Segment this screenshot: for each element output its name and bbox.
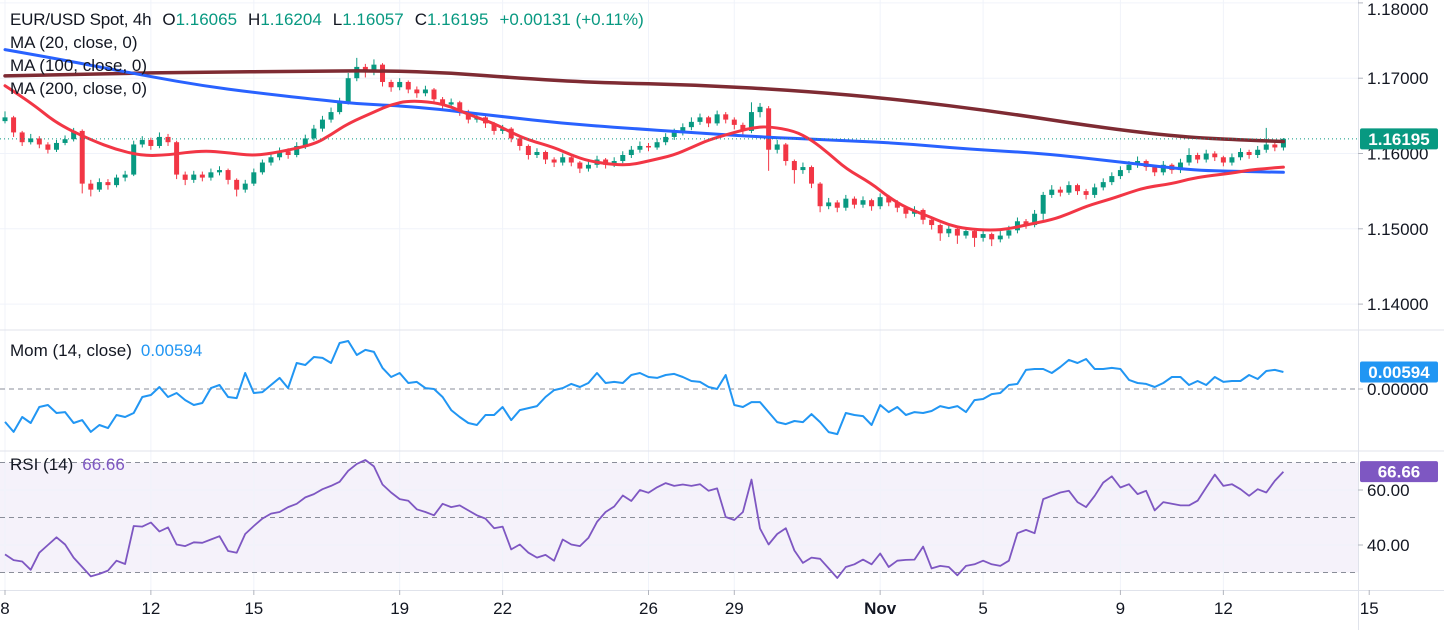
- time-tick-label: 26: [639, 599, 658, 618]
- last-price-badge: 1.16195: [1360, 128, 1438, 150]
- rsi-pane[interactable]: [0, 452, 1358, 589]
- rsi-tick-label: 40.00: [1367, 536, 1410, 555]
- ma20-legend[interactable]: MA (20, close, 0): [10, 31, 644, 54]
- time-tick-label: Nov: [864, 599, 897, 618]
- price-scale[interactable]: [1359, 0, 1444, 590]
- time-tick-label: 19: [390, 599, 409, 618]
- change-value: +0.00131 (+0.11%): [499, 10, 644, 29]
- ma20-label: MA (20, close, 0): [10, 33, 138, 52]
- rsi-value: 66.66: [82, 455, 125, 474]
- price-tick-label: 1.18000: [1367, 0, 1428, 19]
- time-tick-label: 9: [1116, 599, 1125, 618]
- ma100-legend[interactable]: MA (100, close, 0): [10, 54, 644, 77]
- ma100-line: [3, 48, 1285, 174]
- time-tick-label: 8: [0, 599, 9, 618]
- time-scale[interactable]: [0, 591, 1444, 630]
- ma200-legend[interactable]: MA (200, close, 0): [10, 77, 644, 100]
- svg-text:66.66: 66.66: [1378, 463, 1421, 482]
- rsi-tick-label: 60.00: [1367, 481, 1410, 500]
- low-label: L: [332, 10, 343, 29]
- momentum-pane[interactable]: [0, 331, 1358, 450]
- price-scale-labels: 1.180001.170001.160001.150001.140000.000…: [1358, 0, 1428, 555]
- indicator-level-lines: [0, 388, 1358, 573]
- momentum-value-badge: 0.00594: [1360, 361, 1438, 383]
- momentum-pane-legend[interactable]: Mom (14, close) 0.00594: [10, 339, 202, 362]
- ma20-line: [3, 84, 1285, 232]
- time-tick-label: 29: [725, 599, 744, 618]
- time-tick-label: 12: [1214, 599, 1233, 618]
- rsi-pane-legend[interactable]: RSI (14) 66.66: [10, 453, 125, 476]
- momentum-line: [4, 340, 1284, 436]
- main-pane-legend: EUR/USD Spot, 4h O1.16065 H1.16204 L1.16057…: [10, 8, 644, 100]
- symbol-legend-row[interactable]: EUR/USD Spot, 4h O1.16065 H1.16204 L1.16057…: [10, 8, 644, 31]
- high-value: 1.16204: [260, 10, 322, 29]
- time-tick-label: 12: [141, 599, 160, 618]
- ma100-label: MA (100, close, 0): [10, 56, 148, 75]
- time-tick-label: 15: [1360, 599, 1379, 618]
- momentum-label: Mom (14, close): [10, 341, 132, 360]
- ma200-label: MA (200, close, 0): [10, 79, 148, 98]
- symbol-title: EUR/USD Spot, 4h: [10, 10, 152, 29]
- price-tick-label: 1.15000: [1367, 220, 1428, 239]
- time-tick-label: 15: [244, 599, 263, 618]
- close-value: 1.16195: [426, 10, 489, 29]
- rsi-line: [4, 459, 1285, 579]
- momentum-value: 0.00594: [140, 341, 203, 360]
- low-value: 1.16057: [342, 10, 404, 29]
- price-tick-label: 1.17000: [1367, 69, 1428, 88]
- high-label: H: [248, 10, 261, 29]
- momentum-tick-label: 0.00000: [1367, 380, 1428, 399]
- rsi-label: RSI (14): [10, 455, 74, 474]
- time-axis-labels: 8 12 15 19 22 26 29 Nov 5 9 12 15: [0, 590, 1379, 618]
- price-tick-label: 1.14000: [1367, 295, 1428, 314]
- time-tick-label: 22: [493, 599, 512, 618]
- svg-text:0.00594: 0.00594: [1368, 363, 1430, 382]
- open-value: 1.16065: [175, 10, 238, 29]
- time-tick-label: 5: [978, 599, 987, 618]
- open-label: O: [162, 10, 176, 29]
- ma200-line: [3, 69, 1286, 144]
- rsi-value-badge: 66.66: [1360, 461, 1438, 483]
- close-label: C: [414, 10, 427, 29]
- svg-text:1.16195: 1.16195: [1368, 130, 1429, 149]
